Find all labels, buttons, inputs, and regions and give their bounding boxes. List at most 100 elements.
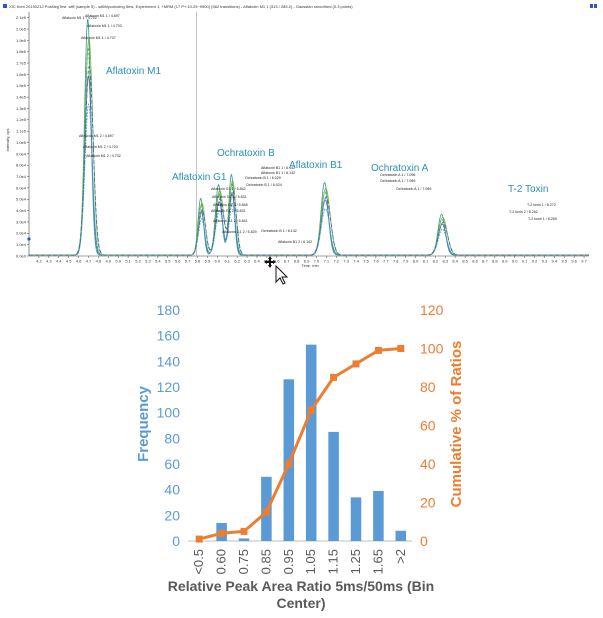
peak-annotation: Aflatoxin B1 1 / 6.142 bbox=[261, 171, 295, 175]
x-tick-label: 4.9 bbox=[106, 259, 112, 264]
x-tick-label: 4.2 bbox=[36, 259, 42, 264]
x-tick-label: 8.1 bbox=[423, 259, 429, 264]
category-tick: 0.60 bbox=[214, 549, 229, 574]
chromatogram-chart: XIC from 20190212 PosNegTest .wiff (samp… bbox=[3, 4, 597, 285]
x-tick-label: 5.6 bbox=[175, 259, 181, 264]
x-tick-label: 9.3 bbox=[542, 259, 548, 264]
peak-annotation: Aflatoxin G1 2 / 5.829 bbox=[222, 230, 257, 234]
y-tick-label: 2.0e4 bbox=[16, 231, 27, 236]
cumulative-line bbox=[195, 345, 405, 543]
peak-annotation: Ochratoxin A 1 / 7.089 bbox=[380, 179, 415, 183]
zoom-icon[interactable] bbox=[590, 4, 593, 8]
x-tick-label: 6.1 bbox=[224, 259, 230, 264]
x-axis-title: Time, min bbox=[301, 263, 318, 268]
peak-annotation: Aflatoxin G1 2 / 5.831 bbox=[211, 209, 246, 213]
x-tick-label: 4.3 bbox=[46, 259, 52, 264]
x-tick-label: 6.6 bbox=[274, 259, 280, 264]
cumulative-point bbox=[397, 345, 405, 352]
x-tick-label: 6.2 bbox=[234, 259, 240, 264]
peak-annotation: Aflatoxin G1 2 / 5.841 bbox=[213, 219, 248, 223]
frequency-tick: 0 bbox=[172, 533, 180, 549]
cumulative-point bbox=[307, 406, 315, 414]
category-tick: 1.25 bbox=[348, 549, 363, 574]
close-icon[interactable] bbox=[594, 4, 597, 8]
x-tick-label: 6.4 bbox=[254, 259, 260, 264]
x-tick-label: 6.7 bbox=[284, 259, 290, 264]
chromatogram-trace bbox=[29, 103, 589, 256]
peak-annotation: Ochratoxin A 1 / 7.096 bbox=[380, 173, 415, 177]
x-tick-label: 7.5 bbox=[363, 259, 369, 264]
drag-cursor-icon bbox=[264, 256, 289, 285]
frequency-tick: 20 bbox=[164, 507, 180, 523]
x-tick-label: 5.4 bbox=[155, 259, 161, 264]
peak-label-aflatoxin-m1: Aflatoxin M1 bbox=[106, 66, 161, 77]
frequency-tick: 120 bbox=[157, 379, 181, 395]
y-tick-label: 1.4e5 bbox=[16, 95, 27, 100]
x-tick-label: 6.8 bbox=[294, 259, 300, 264]
y-tick-label: 6.0e4 bbox=[16, 185, 27, 190]
y-tick-label: 2.1e5 bbox=[16, 15, 27, 20]
frequency-bar bbox=[395, 530, 407, 541]
y-tick-label: 3.0e4 bbox=[16, 219, 27, 224]
x-tick-label: 9.4 bbox=[552, 259, 558, 264]
cumulative-tick: 0 bbox=[420, 533, 428, 549]
x-tick-label: 4.4 bbox=[56, 259, 62, 264]
y-axis-anchor bbox=[27, 237, 31, 241]
cumulative-tick: 120 bbox=[420, 302, 444, 318]
peak-annotation: Aflatoxin M1 1 / 4.702 bbox=[62, 16, 97, 20]
x-tick-label: 5.0 bbox=[115, 259, 121, 264]
cumulative-point bbox=[330, 373, 338, 381]
peak-annotation: Aflatoxin G1 1 / 5.842 bbox=[211, 187, 246, 191]
peak-annotation: Ochratoxin B 1 / 6.142 bbox=[261, 229, 297, 233]
cumulative-axis-title: Cumulative % of Ratios bbox=[448, 341, 465, 508]
x-tick-label: 7.2 bbox=[333, 259, 339, 264]
x-tick-label: 6.0 bbox=[215, 259, 221, 264]
cumulative-tick: 80 bbox=[420, 379, 436, 395]
x-tick-label: 9.6 bbox=[571, 259, 577, 264]
category-tick: >2 bbox=[393, 549, 408, 564]
cumulative-tick: 100 bbox=[420, 341, 444, 357]
chromatogram-traces bbox=[29, 19, 589, 256]
x-tick-label: 8.5 bbox=[462, 259, 468, 264]
cumulative-line-path bbox=[198, 347, 401, 541]
x-tick-label: 6.3 bbox=[244, 259, 250, 264]
category-tick: 0.75 bbox=[236, 549, 251, 574]
peak-label-t-2-toxin: T-2 Toxin bbox=[508, 184, 548, 195]
peak-annotation: Aflatoxin B1 2 / 6.142 bbox=[278, 240, 312, 244]
chromatogram-title: XIC from 20190212 PosNegTest .wiff (samp… bbox=[9, 4, 353, 9]
cumulative-point bbox=[262, 508, 270, 516]
y-tick-label: 2.0e5 bbox=[16, 26, 27, 31]
x-tick-label: 7.4 bbox=[353, 259, 359, 264]
y-tick-label: 1.6e5 bbox=[16, 72, 27, 77]
histogram-chart: 0 20 40 60 80 100 120 140 160 180 0 20 40 60 80 100 120 <… bbox=[135, 302, 465, 611]
y-tick-label: 5.0e4 bbox=[16, 197, 27, 202]
category-tick: 0.85 bbox=[258, 549, 273, 574]
frequency-tick: 140 bbox=[157, 353, 181, 369]
peak-annotation: Aflatoxin G1 1 / 5.831 bbox=[212, 195, 247, 199]
x-tick-label: 7.0 bbox=[314, 259, 320, 264]
peak-annotation: T-2 toxin 2 / 8.262 bbox=[509, 210, 538, 214]
frequency-bar bbox=[238, 538, 250, 541]
category-tick: 1.65 bbox=[370, 549, 385, 574]
x-tick-label: 9.2 bbox=[532, 259, 538, 264]
y-tick-label: 1.8e5 bbox=[16, 49, 27, 54]
histogram-ticks: 0 20 40 60 80 100 120 140 160 180 0 20 40 60 80 100 120 <… bbox=[157, 302, 444, 575]
peak-annotation: Aflatoxin M1 1 / 4.707 bbox=[81, 36, 116, 40]
x-tick-label: 9.5 bbox=[561, 259, 567, 264]
frequency-tick: 100 bbox=[157, 405, 181, 421]
x-tick-label: 5.7 bbox=[185, 259, 191, 264]
peak-annotation: Aflatoxin M1 2 / 4.703 bbox=[83, 145, 118, 149]
x-tick-label: 7.9 bbox=[403, 259, 409, 264]
peak-annotation: Ochratoxin A 1 / 7.089 bbox=[396, 187, 431, 191]
x-tick-label: 5.2 bbox=[135, 259, 141, 264]
peak-annotation: Aflatoxin G1 2 / 5.848 bbox=[213, 203, 248, 207]
y-tick-label: 4.0e4 bbox=[16, 208, 27, 213]
cumulative-point bbox=[240, 527, 248, 535]
histogram-bars bbox=[216, 344, 407, 541]
window-icon[interactable] bbox=[3, 4, 7, 8]
x-tick-label: 4.5 bbox=[66, 259, 72, 264]
cumulative-tick: 40 bbox=[420, 456, 436, 472]
x-tick-label: 4.7 bbox=[86, 259, 92, 264]
x-tick-label: 8.6 bbox=[472, 259, 478, 264]
peak-annotation: Ochratoxin B 1 / 6.024 bbox=[246, 183, 282, 187]
